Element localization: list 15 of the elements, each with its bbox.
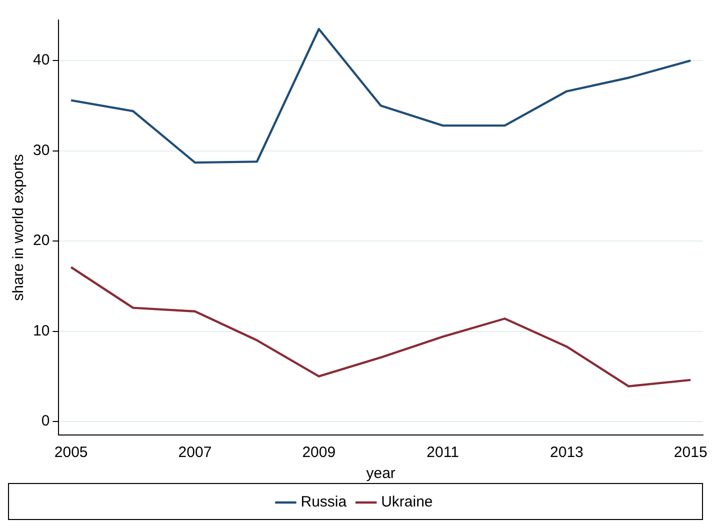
legend-label: Russia xyxy=(300,494,348,511)
y-tick-label: 30 xyxy=(32,142,50,159)
y-axis-title: share in world exports xyxy=(10,154,28,301)
x-tick-label: 2007 xyxy=(178,444,212,462)
y-tick-label: 0 xyxy=(41,412,50,430)
legend-label: Ukraine xyxy=(381,494,433,511)
x-axis-title: year xyxy=(366,465,396,482)
x-tick-label: 2011 xyxy=(426,444,459,462)
y-tick-label: 20 xyxy=(32,232,50,250)
x-tick-label: 2015 xyxy=(674,444,708,462)
x-tick-label: 2009 xyxy=(302,444,336,462)
y-tick-label: 40 xyxy=(32,52,50,69)
x-tick-label: 2013 xyxy=(550,444,584,462)
y-tick-label: 10 xyxy=(32,322,50,340)
x-tick-label: 2005 xyxy=(54,444,88,462)
